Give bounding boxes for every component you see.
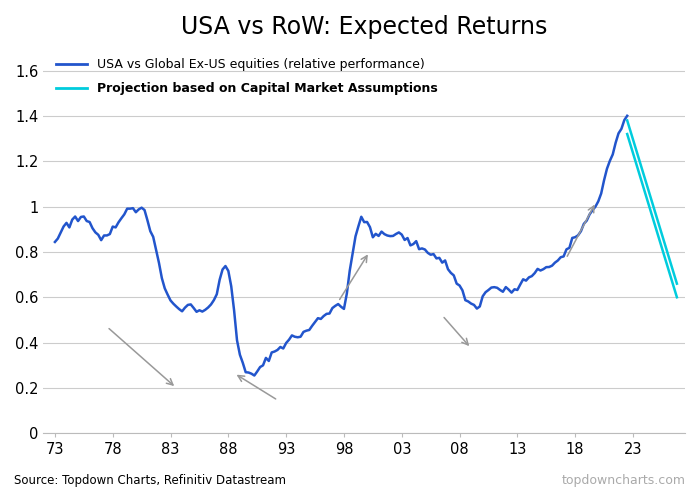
Text: Source: Topdown Charts, Refinitiv Datastream: Source: Topdown Charts, Refinitiv Datast… xyxy=(14,474,286,487)
Text: topdowncharts.com: topdowncharts.com xyxy=(562,474,686,487)
Title: USA vs RoW: Expected Returns: USA vs RoW: Expected Returns xyxy=(181,15,547,39)
Legend: USA vs Global Ex-US equities (relative performance), Projection based on Capital: USA vs Global Ex-US equities (relative p… xyxy=(56,58,438,95)
